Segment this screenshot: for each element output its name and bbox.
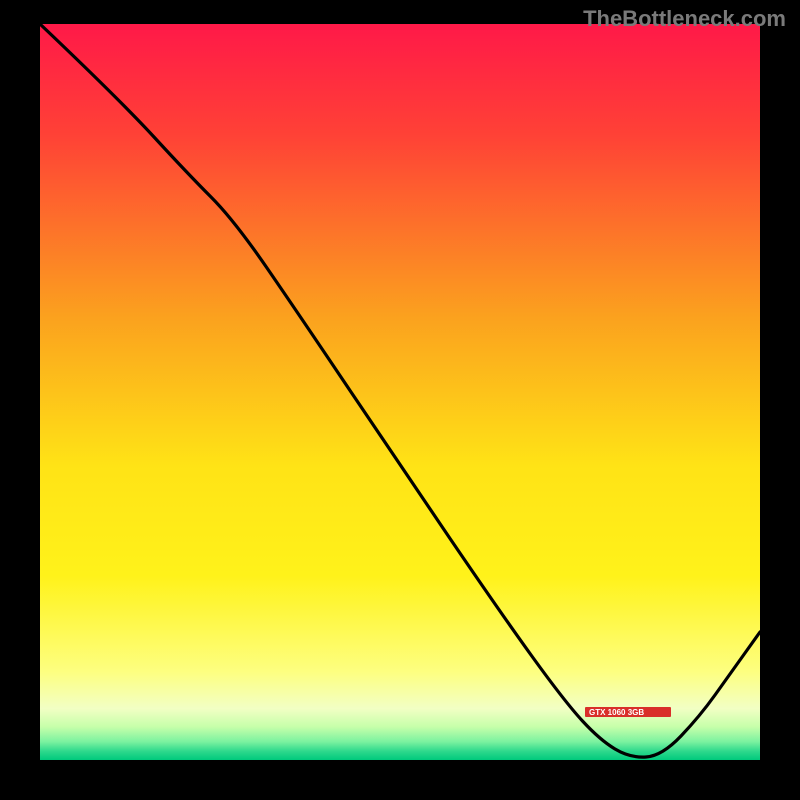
watermark-text: TheBottleneck.com xyxy=(583,6,786,32)
legend-marker-label: GTX 1060 3GB xyxy=(589,708,644,717)
chart-curve xyxy=(0,0,800,800)
